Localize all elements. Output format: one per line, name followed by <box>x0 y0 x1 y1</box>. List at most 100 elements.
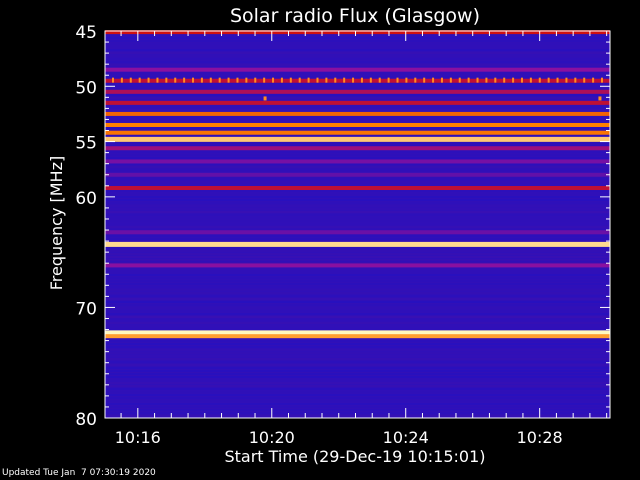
spectral-band <box>105 263 610 268</box>
heatmap-row <box>105 313 610 315</box>
heatmap-row <box>105 310 610 312</box>
spectral-band <box>105 172 610 177</box>
pulse-mark <box>512 77 515 83</box>
heatmap-row <box>105 271 610 273</box>
pulse-mark <box>174 77 177 83</box>
heatmap-row <box>105 370 610 372</box>
heatmap-row <box>105 235 610 237</box>
pulse-mark <box>583 77 586 83</box>
pulse-mark <box>325 77 328 83</box>
heatmap-row <box>105 178 610 180</box>
heatmap-row <box>105 316 610 318</box>
heatmap-row <box>105 385 610 387</box>
pulse-mark <box>538 77 541 83</box>
heatmap-row <box>105 283 610 285</box>
heatmap-row <box>105 352 610 354</box>
pulse-mark <box>289 77 292 83</box>
heatmap-row <box>105 157 610 159</box>
heatmap-row <box>105 397 610 399</box>
spectral-band <box>105 334 610 339</box>
pulse-mark <box>156 77 159 83</box>
hot-spot <box>598 96 602 101</box>
heatmap-row <box>105 190 610 192</box>
heatmap-row <box>105 355 610 357</box>
pulse-mark <box>245 77 248 83</box>
heatmap-row <box>105 94 610 96</box>
heatmap-row <box>105 166 610 168</box>
heatmap-row <box>105 211 610 213</box>
x-tick-label: 10:24 <box>383 428 429 447</box>
pulse-mark <box>423 77 426 83</box>
pulse-mark <box>574 77 577 83</box>
heatmap-row <box>105 286 610 288</box>
updated-timestamp: Updated Tue Jan 7 07:30:19 2020 <box>2 468 156 478</box>
heatmap-row <box>105 295 610 297</box>
heatmap-row <box>105 196 610 198</box>
spectral-band <box>105 100 610 105</box>
spectral-band <box>105 111 610 116</box>
heatmap-row <box>105 64 610 66</box>
heatmap-row <box>105 193 610 195</box>
pulse-mark <box>547 77 550 83</box>
pulse-mark <box>592 77 595 83</box>
heatmap-row <box>105 217 610 219</box>
spectral-band <box>105 67 610 72</box>
pulse-mark <box>254 77 257 83</box>
spectral-band <box>105 186 610 191</box>
pulse-mark <box>360 77 363 83</box>
heatmap-row <box>105 307 610 309</box>
pulse-mark <box>485 77 488 83</box>
x-tick-label: 10:16 <box>115 428 161 447</box>
axes: 45 50 55 60 70 80 10:16 10:20 10:24 10:28 <box>75 23 611 447</box>
pulse-mark <box>183 77 186 83</box>
pulse-mark <box>556 77 559 83</box>
spectral-band <box>105 130 610 135</box>
spectral-band <box>105 146 610 151</box>
x-tick-label: 10:28 <box>517 428 563 447</box>
pulse-mark <box>280 77 283 83</box>
heatmap-row <box>105 52 610 54</box>
heatmap-row <box>105 181 610 183</box>
heatmap-row <box>105 388 610 390</box>
pulse-mark <box>369 77 372 83</box>
x-axis-label: Start Time (29-Dec-19 10:15:01) <box>224 447 485 466</box>
pulse-mark <box>387 77 390 83</box>
heatmap-row <box>105 274 610 276</box>
spectral-band <box>105 136 610 142</box>
pulse-mark <box>432 77 435 83</box>
heatmap-row <box>105 280 610 282</box>
heatmap-row <box>105 40 610 42</box>
heatmap-area <box>105 30 610 418</box>
pulse-mark <box>414 77 417 83</box>
heatmap-row <box>105 304 610 306</box>
heatmap-row <box>105 376 610 378</box>
pulse-mark <box>218 77 221 83</box>
heatmap-row <box>105 118 610 120</box>
heatmap-row <box>105 364 610 366</box>
y-axis-label: Frequency [MHz] <box>47 156 66 290</box>
heatmap-row <box>105 256 610 258</box>
pulse-mark <box>565 77 568 83</box>
heatmap-row <box>105 208 610 210</box>
heatmap-row <box>105 358 610 360</box>
heatmap-row <box>105 367 610 369</box>
pulse-mark <box>165 77 168 83</box>
spectral-band <box>105 241 610 247</box>
pulse-mark <box>378 77 381 83</box>
hot-spot <box>263 96 267 101</box>
heatmap-row <box>105 55 610 57</box>
heatmap-row <box>105 379 610 381</box>
heatmap-row <box>105 340 610 342</box>
heatmap-row <box>105 247 610 249</box>
pulse-mark <box>112 77 114 83</box>
heatmap-row <box>105 169 610 171</box>
spectral-band <box>105 78 610 83</box>
heatmap-row <box>105 58 610 60</box>
pulse-mark <box>209 77 212 83</box>
pulse-mark <box>334 77 337 83</box>
heatmap-row <box>105 34 610 36</box>
heatmap-row <box>105 37 610 39</box>
chart-title: Solar radio Flux (Glasgow) <box>230 5 480 27</box>
heatmap-row <box>105 253 610 255</box>
